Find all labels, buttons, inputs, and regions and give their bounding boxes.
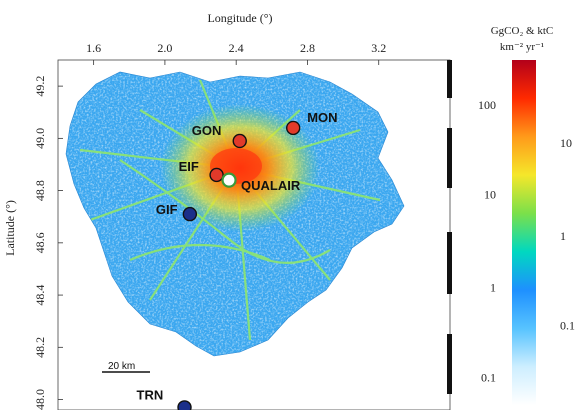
x-tick-label: 2.0 xyxy=(157,41,172,55)
colorbar-right-tick-label: 0.1 xyxy=(560,319,575,333)
colorbar-panel: GgCO₂ & ktC km⁻² yr⁻¹ 100 10 1 0.1 10 1 0.1 xyxy=(478,25,575,405)
colorbar-right-tick-label: 10 xyxy=(560,136,572,150)
y-tick-label: 48.6 xyxy=(33,232,47,253)
y-tick-label: 48.2 xyxy=(33,337,47,358)
y-tick-label: 49.2 xyxy=(33,76,47,97)
site-label: TRN xyxy=(137,387,164,402)
x-tick-label: 1.6 xyxy=(86,41,101,55)
map-panel: 1.6 2.0 2.4 2.8 3.2 49.2 49.0 48.8 48.6 48.4 48.2… xyxy=(3,11,452,410)
x-tick-label: 2.4 xyxy=(229,41,244,55)
site-mon[interactable]: MON xyxy=(286,110,338,136)
y-tick-label: 48.8 xyxy=(33,180,47,201)
site-qualair[interactable]: QUALAIR xyxy=(221,172,301,194)
x-tick-label: 2.8 xyxy=(300,41,315,55)
site-gon[interactable]: GON xyxy=(192,123,247,149)
y-tick-label: 48.0 xyxy=(33,389,47,410)
site-marker xyxy=(209,167,224,183)
y-axis-title: Latitude (°) xyxy=(3,200,17,256)
site-marker xyxy=(286,120,301,136)
site-marker xyxy=(177,400,192,410)
colorbar-title-line1: GgCO₂ & ktC xyxy=(491,25,554,37)
site-label: QUALAIR xyxy=(241,178,301,193)
colorbar-left-tick-label: 100 xyxy=(478,98,496,112)
site-marker xyxy=(221,172,237,188)
region-outline xyxy=(65,71,405,357)
y-tick-label: 49.0 xyxy=(33,128,47,149)
map-right-edge-marks xyxy=(447,60,452,394)
colorbar-right-tick-label: 1 xyxy=(560,229,566,243)
site-label: EIF xyxy=(179,159,199,174)
colorbar-left-tick-label: 1 xyxy=(490,281,496,295)
site-label: GON xyxy=(192,123,222,138)
scale-bar-label: 20 km xyxy=(108,361,135,372)
x-axis-title: Longitude (°) xyxy=(207,11,272,25)
colorbar-right-ticks: 10 1 0.1 xyxy=(560,136,575,333)
site-trn[interactable]: TRN xyxy=(137,387,192,410)
site-label: GIF xyxy=(156,202,178,217)
site-label: MON xyxy=(307,110,337,125)
colorbar-left-ticks: 100 10 1 0.1 xyxy=(478,98,496,385)
site-eif[interactable]: EIF xyxy=(179,159,224,183)
scale-bar: 20 km xyxy=(102,361,150,373)
y-tick-label: 48.4 xyxy=(33,285,47,306)
measurement-sites: GON MON EIF QUALAIR GIF TRN xyxy=(137,110,338,410)
x-tick-label: 3.2 xyxy=(371,41,386,55)
site-gif[interactable]: GIF xyxy=(156,202,198,222)
site-marker xyxy=(232,133,247,149)
colorbar-title-line2: km⁻² yr⁻¹ xyxy=(500,41,544,53)
x-axis-ticks: 1.6 2.0 2.4 2.8 3.2 xyxy=(86,41,386,65)
site-marker xyxy=(182,206,198,222)
colorbar-bar xyxy=(512,60,536,405)
y-axis-ticks: 49.2 49.0 48.8 48.6 48.4 48.2 48.0 xyxy=(33,76,63,410)
colorbar-left-tick-label: 0.1 xyxy=(481,370,496,384)
colorbar-left-tick-label: 10 xyxy=(484,188,496,202)
